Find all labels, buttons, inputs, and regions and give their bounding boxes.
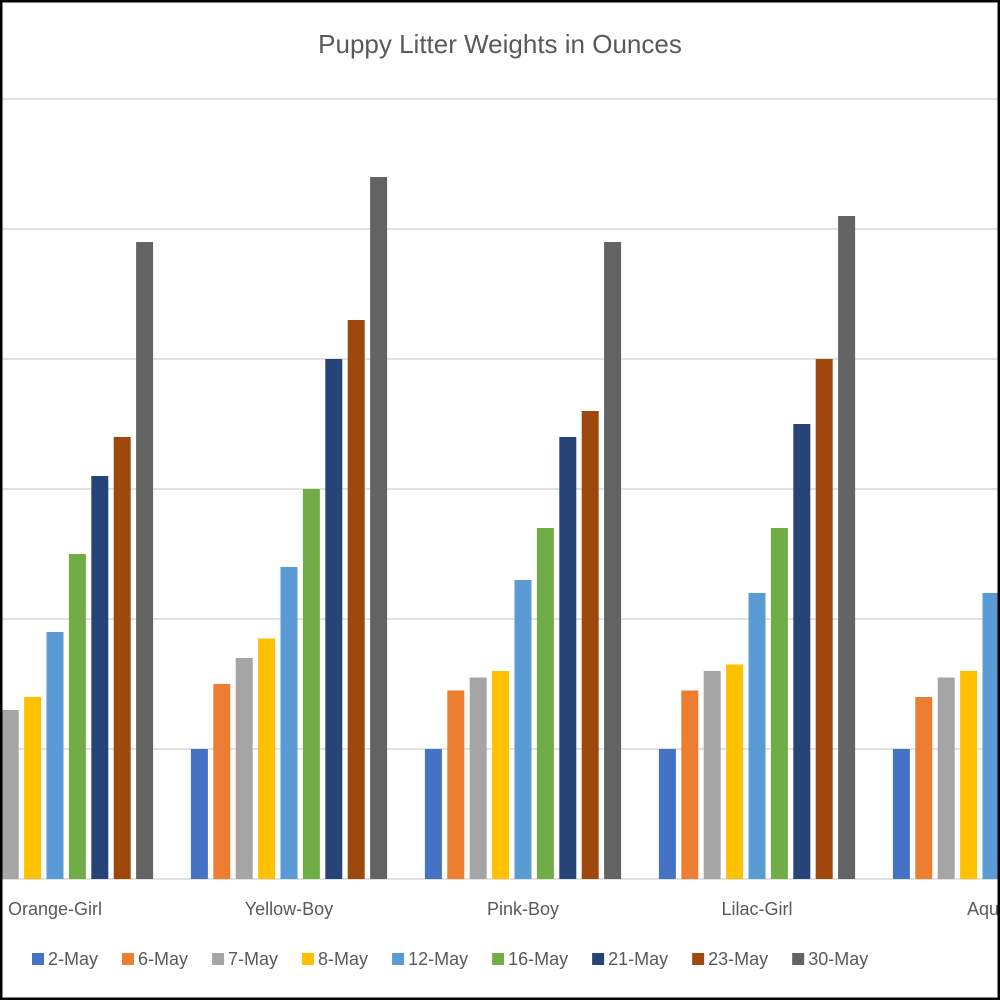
x-tick-label: Aqua- xyxy=(967,899,1000,919)
bar xyxy=(325,359,343,879)
bar xyxy=(937,677,955,879)
bar xyxy=(581,411,599,879)
legend-label: 7-May xyxy=(228,949,278,969)
bar xyxy=(770,528,788,879)
legend-label: 21-May xyxy=(608,949,668,969)
bar xyxy=(235,658,253,879)
bar xyxy=(302,489,320,879)
legend-label: 12-May xyxy=(408,949,468,969)
bar xyxy=(258,638,276,879)
legend-swatch xyxy=(302,953,315,965)
legend-swatch xyxy=(592,953,605,965)
legend-swatch xyxy=(212,953,225,965)
x-tick-label: Lilac-Girl xyxy=(721,899,792,919)
bar xyxy=(892,749,910,879)
x-tick-label: Orange-Girl xyxy=(8,899,102,919)
bar xyxy=(424,749,442,879)
legend-label: 16-May xyxy=(508,949,568,969)
bar xyxy=(1,710,19,879)
bar xyxy=(703,671,721,879)
bar xyxy=(190,749,208,879)
legend-label: 6-May xyxy=(138,949,188,969)
bar xyxy=(559,437,577,879)
bar xyxy=(815,359,833,879)
bar xyxy=(469,677,487,879)
legend-swatch xyxy=(32,953,44,965)
bar xyxy=(370,177,388,879)
legend-swatch xyxy=(792,953,805,965)
legend-swatch xyxy=(122,953,135,965)
bar xyxy=(536,528,554,879)
bar xyxy=(604,242,622,879)
bar xyxy=(280,567,298,879)
x-tick-label: Yellow-Boy xyxy=(245,899,333,919)
legend-label: 23-May xyxy=(708,949,768,969)
legend-swatch xyxy=(492,953,505,965)
bar xyxy=(915,697,933,879)
legend-label: 2-May xyxy=(48,949,98,969)
bar xyxy=(447,690,465,879)
chart-title: Puppy Litter Weights in Ounces xyxy=(318,29,682,59)
bar xyxy=(347,320,365,879)
legend-label: 30-May xyxy=(808,949,868,969)
bar xyxy=(726,664,744,879)
bar xyxy=(492,671,510,879)
bar xyxy=(514,580,532,879)
legend-label: 8-May xyxy=(318,949,368,969)
bar xyxy=(68,554,86,879)
bar xyxy=(46,632,64,879)
bar xyxy=(681,690,699,879)
bar xyxy=(113,437,131,879)
bar xyxy=(136,242,154,879)
bar xyxy=(748,593,766,879)
bar xyxy=(24,697,42,879)
legend-swatch xyxy=(692,953,705,965)
bar xyxy=(91,476,109,879)
x-tick-label: Pink-Boy xyxy=(487,899,559,919)
legend-swatch xyxy=(392,953,405,965)
bar xyxy=(213,684,231,879)
bar xyxy=(838,216,856,879)
bar xyxy=(982,593,1000,879)
bar xyxy=(793,424,811,879)
bar xyxy=(960,671,978,879)
bar xyxy=(658,749,676,879)
